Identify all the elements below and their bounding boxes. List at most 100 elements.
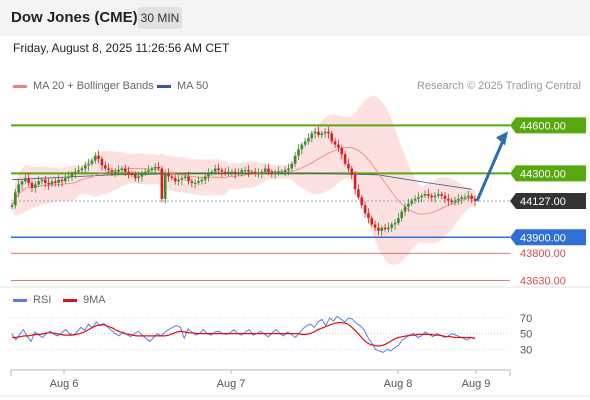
candle-body bbox=[130, 173, 134, 175]
candles bbox=[10, 126, 477, 237]
candle-body bbox=[223, 171, 227, 174]
candle-body bbox=[360, 197, 364, 206]
candle-body bbox=[467, 195, 470, 198]
candle-body bbox=[187, 176, 190, 182]
price-label-43900.00: 43900.00 bbox=[520, 232, 566, 244]
candle-body bbox=[407, 203, 410, 207]
candle-body bbox=[390, 224, 394, 228]
bollinger-band bbox=[12, 96, 475, 265]
rsi-tick-50: 50 bbox=[520, 329, 532, 341]
candle-body bbox=[220, 170, 224, 172]
candle-body bbox=[73, 171, 77, 174]
candle-body bbox=[383, 227, 387, 230]
candle-body bbox=[277, 171, 280, 174]
candle-body bbox=[260, 171, 264, 174]
candle-body bbox=[423, 194, 427, 196]
candle-body bbox=[380, 227, 384, 231]
candle-body bbox=[340, 147, 344, 155]
candle-body bbox=[240, 170, 244, 174]
candle-body bbox=[350, 168, 354, 175]
candle-body bbox=[60, 179, 64, 182]
candle-body bbox=[420, 195, 424, 198]
candle-body bbox=[280, 171, 284, 173]
candle-body bbox=[470, 195, 473, 199]
rsi-tick-30: 30 bbox=[520, 344, 532, 356]
projection-arrow-head bbox=[496, 131, 508, 146]
candle-body bbox=[373, 224, 377, 228]
candle-body bbox=[203, 176, 207, 180]
candle-body bbox=[297, 149, 300, 156]
instrument-title: Dow Jones (CME) bbox=[11, 9, 138, 26]
candle-body bbox=[207, 173, 210, 177]
candle-body bbox=[263, 168, 267, 172]
ma50-swatch bbox=[157, 84, 171, 88]
candle-body bbox=[213, 168, 217, 172]
rsi-swatch bbox=[13, 298, 27, 302]
time-label-aug-8: Aug 8 bbox=[384, 378, 413, 390]
candle-body bbox=[433, 195, 437, 198]
candle-body bbox=[143, 171, 147, 174]
candle-body bbox=[103, 165, 107, 169]
candle-body bbox=[453, 200, 457, 203]
candle-body bbox=[44, 179, 47, 183]
candle-body bbox=[157, 166, 160, 169]
price-label-44300.00: 44300.00 bbox=[520, 168, 566, 180]
candle-body bbox=[347, 163, 350, 169]
candle-body bbox=[193, 182, 197, 184]
candle-body bbox=[283, 170, 287, 172]
candle-body bbox=[110, 170, 114, 172]
candle-body bbox=[400, 211, 404, 219]
candle-body bbox=[320, 133, 324, 135]
candle-body bbox=[427, 194, 430, 196]
candle-body bbox=[293, 155, 297, 164]
timeframe-button[interactable]: 30 MIN bbox=[138, 7, 182, 29]
candle-body bbox=[147, 170, 150, 172]
ma20-label: MA 20 + Bollinger Bands bbox=[33, 80, 154, 92]
candle-body bbox=[443, 195, 447, 199]
candle-body bbox=[403, 206, 407, 212]
candle-body bbox=[87, 163, 90, 166]
copyright: Research © 2025 Trading Central bbox=[416, 80, 581, 92]
candle-body bbox=[330, 133, 334, 142]
price-label-43800.00: 43800.00 bbox=[520, 248, 566, 260]
candle-body bbox=[410, 200, 414, 204]
candle-body bbox=[97, 155, 100, 159]
legend-9ma: 9MA bbox=[63, 294, 106, 306]
candle-body bbox=[180, 178, 184, 180]
candle-body bbox=[290, 163, 294, 169]
candle-body bbox=[287, 168, 290, 171]
candle-body bbox=[363, 205, 367, 214]
candle-body bbox=[54, 181, 57, 183]
rsi-line bbox=[11, 315, 476, 353]
candle-body bbox=[173, 178, 177, 182]
rsi-ma9-line bbox=[12, 322, 476, 347]
candle-body bbox=[77, 170, 80, 172]
ma9-label: 9MA bbox=[83, 294, 106, 306]
candle-body bbox=[337, 144, 340, 148]
candle-body bbox=[270, 171, 274, 174]
price-label-44600.00: 44600.00 bbox=[520, 120, 566, 132]
candle-body bbox=[37, 181, 40, 185]
candle-body bbox=[233, 171, 237, 174]
rsi-tick-70: 70 bbox=[520, 313, 532, 325]
candle-body bbox=[127, 171, 130, 174]
price-tag-44600.00 bbox=[510, 117, 586, 134]
time-label-aug-7: Aug 7 bbox=[217, 378, 246, 390]
candle-body bbox=[20, 181, 24, 185]
candle-body bbox=[237, 173, 240, 175]
candle-body bbox=[230, 171, 234, 173]
candle-body bbox=[397, 218, 400, 223]
price-label-44127.00: 44127.00 bbox=[520, 196, 566, 208]
candle-body bbox=[140, 173, 144, 177]
candle-body bbox=[227, 171, 230, 174]
price-tag-44300.00 bbox=[510, 165, 586, 182]
candle-body bbox=[27, 178, 30, 183]
candle-body bbox=[303, 141, 307, 145]
candle-body bbox=[24, 178, 27, 182]
candle-body bbox=[247, 170, 250, 172]
candle-body bbox=[250, 171, 254, 173]
candle-body bbox=[357, 189, 360, 198]
legend-ma50: MA 50 bbox=[157, 80, 208, 92]
legend-ma20: MA 20 + Bollinger Bands bbox=[13, 80, 154, 92]
